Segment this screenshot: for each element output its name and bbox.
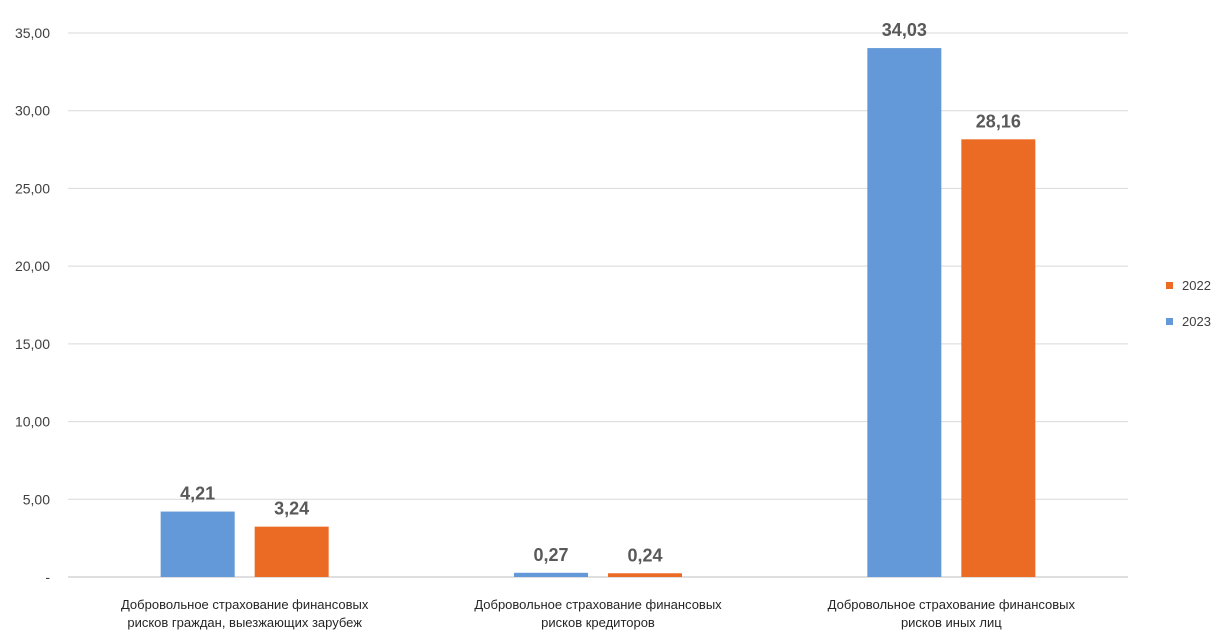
- data-label-2022: 28,16: [976, 111, 1021, 131]
- data-label-2023: 0,27: [533, 545, 568, 565]
- data-label-2023: 34,03: [882, 20, 927, 40]
- y-tick-label: 5,00: [23, 491, 50, 507]
- data-label-2022: 3,24: [274, 499, 309, 519]
- y-tick-label: 20,00: [15, 258, 50, 274]
- bar-2022: [254, 526, 329, 577]
- y-tick-label: -: [45, 569, 50, 585]
- legend-label-2023: 2023: [1182, 314, 1211, 329]
- data-label-2022: 0,24: [627, 545, 662, 565]
- y-tick-label: 15,00: [15, 336, 50, 352]
- y-tick-label: 10,00: [15, 414, 50, 430]
- bar-2022: [961, 139, 1036, 577]
- y-tick-label: 30,00: [15, 103, 50, 119]
- legend-swatch-2023: [1166, 318, 1173, 325]
- category-label: Добровольное страхование финансовых риско…: [828, 597, 1076, 630]
- bar-2023: [160, 511, 235, 577]
- bar-2023: [514, 572, 588, 577]
- bar-2022: [608, 573, 682, 577]
- data-label-2023: 4,21: [180, 484, 215, 504]
- category-label: Добровольное страхование финансовых риско…: [121, 597, 369, 630]
- legend-swatch-2022: [1166, 282, 1173, 289]
- y-tick-label: 35,00: [15, 25, 50, 41]
- category-label: Добровольное страхование финансовых риско…: [474, 597, 722, 630]
- legend-label-2022: 2022: [1182, 278, 1211, 293]
- bar-2023: [867, 48, 942, 577]
- y-tick-label: 25,00: [15, 180, 50, 196]
